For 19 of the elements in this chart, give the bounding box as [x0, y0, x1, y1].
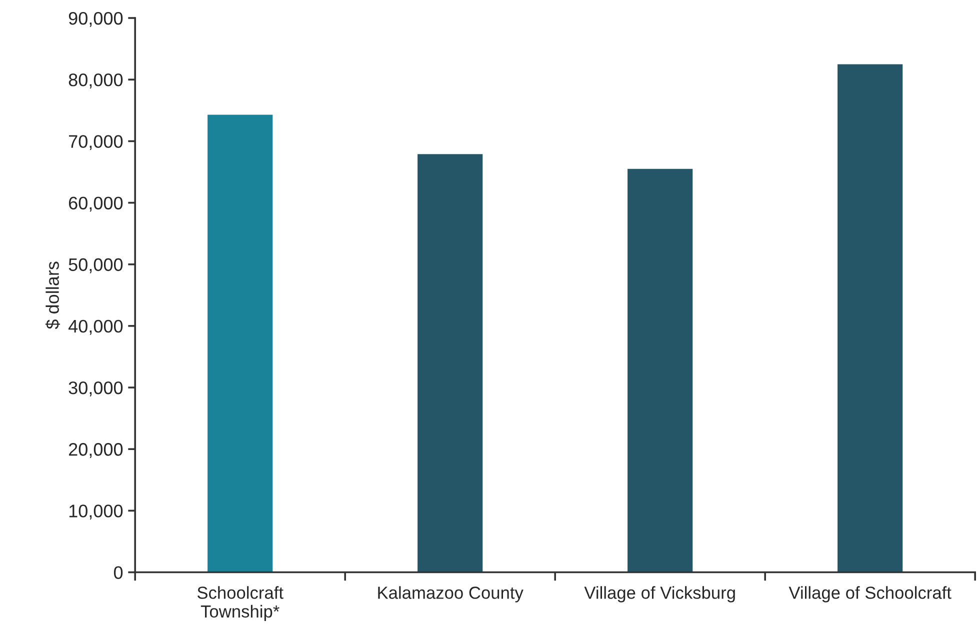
- bar: [838, 64, 903, 572]
- bar: [208, 114, 273, 572]
- y-axis-title: $ dollars: [45, 262, 60, 330]
- y-tick-label: 0: [114, 566, 123, 579]
- x-tick-label: Village of Schoolcraft: [788, 586, 952, 602]
- bar: [628, 168, 693, 572]
- x-tick-label: Village of Vicksburg: [584, 586, 735, 602]
- y-tick-label: 50,000: [68, 258, 123, 274]
- y-tick-label: 30,000: [68, 381, 123, 396]
- x-tick-label: Schoolcraft Township*: [197, 586, 284, 622]
- y-tick-label: 80,000: [68, 74, 123, 88]
- x-tick-label: Kalamazoo County: [378, 586, 524, 602]
- y-tick-label: 40,000: [68, 320, 123, 335]
- y-tick-label: 60,000: [68, 196, 123, 212]
- y-tick-label: 70,000: [69, 135, 123, 150]
- y-tick-label: 20,000: [68, 443, 123, 458]
- y-tick-label: 10,000: [69, 504, 123, 520]
- y-tick-label: 90,000: [68, 12, 123, 27]
- bar: [418, 154, 483, 572]
